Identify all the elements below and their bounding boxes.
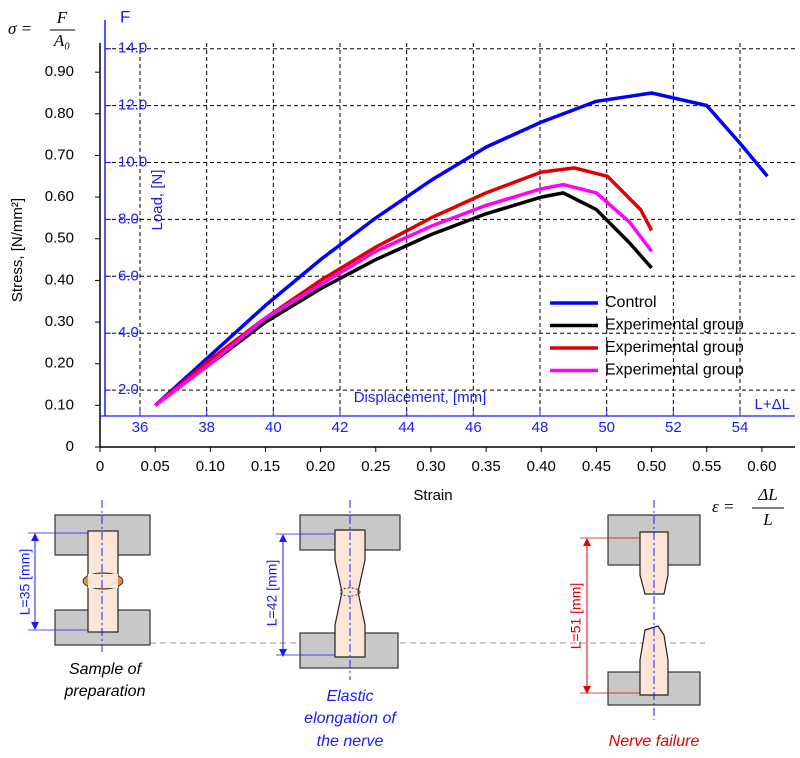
diagram-3: L=51 [mm] Nerve failure bbox=[568, 500, 701, 750]
x2-axis-label: Displacement, [mm] bbox=[354, 389, 487, 406]
length-label: L=51 [mm] bbox=[568, 583, 584, 650]
x-tick-label: 0.10 bbox=[196, 458, 225, 475]
diagram-1: L=35 [mm] Sample of preparation bbox=[17, 500, 151, 700]
x2-tick-label: 52 bbox=[665, 419, 682, 436]
caption: preparation bbox=[64, 683, 146, 700]
stress-formula: σ = F A₀ bbox=[8, 8, 75, 50]
y-tick-label: 0.70 bbox=[45, 146, 74, 163]
load-axis-title: F bbox=[120, 7, 130, 26]
x-tick-label: 0.60 bbox=[747, 458, 776, 475]
caption: elongation of bbox=[304, 710, 397, 727]
y-tick-label: 0.40 bbox=[45, 271, 74, 288]
y2-tick-label: 12.0 bbox=[118, 97, 147, 114]
y2-tick-label: 2.0 bbox=[118, 381, 139, 398]
x-tick-label: 0.55 bbox=[692, 458, 721, 475]
y2-tick-label: 8.0 bbox=[118, 210, 139, 227]
x-tick-label: 0.05 bbox=[141, 458, 170, 475]
series-line bbox=[154, 182, 653, 407]
x-tick-label: 0 bbox=[96, 458, 104, 475]
strain-formula: ε = ΔL L bbox=[712, 485, 784, 529]
legend-label: Experimental group bbox=[605, 362, 744, 379]
x-tick-label: 0.30 bbox=[416, 458, 445, 475]
y2-tick-label: 6.0 bbox=[118, 267, 139, 284]
diagram-2: L=42 [mm] Elastic elongation of the nerv… bbox=[264, 500, 401, 750]
formula-denominator: A₀ bbox=[53, 31, 70, 50]
x2-tick-label: 46 bbox=[465, 419, 482, 436]
x2-tick-label: 50 bbox=[598, 419, 615, 436]
formula-lhs: ε = bbox=[712, 497, 734, 516]
x2-axis-title: L+ΔL bbox=[755, 396, 790, 413]
nerve bbox=[88, 574, 118, 588]
formula-numerator: F bbox=[56, 8, 68, 27]
y-tick-label: 0.90 bbox=[45, 63, 74, 80]
y-tick-label: 0.20 bbox=[45, 355, 74, 372]
y-tick-label: 0.60 bbox=[45, 188, 74, 205]
length-label: L=42 [mm] bbox=[264, 560, 280, 627]
y-tick-label: 0.80 bbox=[45, 105, 74, 122]
x-tick-label: 0.45 bbox=[582, 458, 611, 475]
caption: Elastic bbox=[326, 688, 373, 705]
y2-axis-label: Load, [N] bbox=[149, 170, 166, 231]
caption: Sample of bbox=[69, 661, 143, 678]
y-tick-label: 0.50 bbox=[45, 230, 74, 247]
x2-tick-label: 40 bbox=[265, 419, 282, 436]
nerve bbox=[639, 531, 669, 595]
formula-lhs: σ = bbox=[8, 19, 32, 38]
y2-tick-label: 10.0 bbox=[118, 153, 147, 170]
y-tick-label: 0.30 bbox=[45, 313, 74, 330]
x-tick-label: 0.40 bbox=[527, 458, 556, 475]
x-tick-label: 0.15 bbox=[251, 458, 280, 475]
x-tick-label: 0.25 bbox=[361, 458, 390, 475]
legend-label: Experimental group bbox=[605, 317, 744, 334]
series-line bbox=[154, 91, 769, 407]
x-tick-label: 0.20 bbox=[306, 458, 335, 475]
x-tick-label: 0.50 bbox=[637, 458, 666, 475]
x2-tick-label: 48 bbox=[532, 419, 549, 436]
y-tick-label: 0.10 bbox=[45, 396, 74, 413]
y-axis-label: Stress, [N/mm²] bbox=[9, 198, 26, 302]
x2-tick-label: 42 bbox=[332, 419, 349, 436]
series-line bbox=[154, 191, 653, 407]
x2-tick-label: 54 bbox=[732, 419, 749, 436]
legend-label: Experimental group bbox=[605, 339, 744, 356]
x2-tick-label: 38 bbox=[198, 419, 215, 436]
nerve bbox=[334, 529, 366, 658]
formula-denominator: L bbox=[762, 510, 772, 529]
x2-tick-label: 44 bbox=[398, 419, 415, 436]
suture bbox=[339, 587, 361, 597]
y-tick-label: 0 bbox=[66, 438, 74, 455]
caption: the nerve bbox=[317, 733, 384, 750]
y2-tick-label: 4.0 bbox=[118, 324, 139, 341]
length-label: L=35 [mm] bbox=[17, 549, 33, 616]
x2-tick-label: 36 bbox=[132, 419, 149, 436]
formula-numerator: ΔL bbox=[757, 485, 777, 504]
x-tick-label: 0.35 bbox=[472, 458, 501, 475]
caption: Nerve failure bbox=[609, 733, 700, 750]
legend-label: Control bbox=[605, 294, 657, 311]
y2-tick-label: 14.0 bbox=[118, 40, 147, 57]
x-axis-label: Strain bbox=[413, 487, 452, 504]
